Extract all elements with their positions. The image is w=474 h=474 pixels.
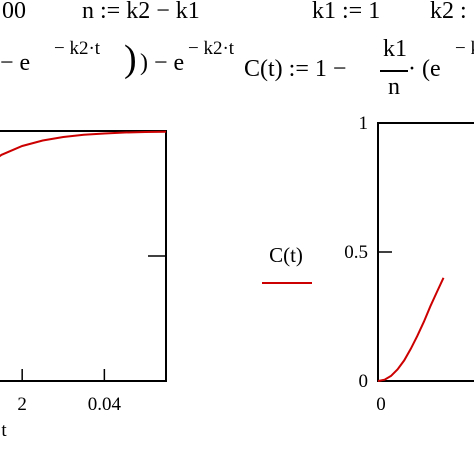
- equation-fraction-denominator: n: [388, 74, 400, 100]
- right-plot: 0 0.5 1 0 C(t): [262, 113, 474, 415]
- equation-fraction-bar: [380, 70, 408, 72]
- right-plot-y-tick-label-1: 1: [359, 113, 369, 134]
- left-plot-x-axis-label: t: [1, 420, 7, 441]
- equation-c-definition: C(t) := 1 −: [244, 56, 347, 82]
- right-plot-series-line: [377, 277, 445, 382]
- left-plot-x-tick-label-1: 2: [17, 394, 27, 415]
- equation-left-term-b: ) − e: [140, 50, 185, 76]
- equation-n-definition: n := k2 − k1: [82, 0, 200, 24]
- right-plot-x-tick-label-0: 0: [376, 394, 386, 415]
- equation-k2-definition: k2 :: [430, 0, 467, 24]
- right-plot-y-tick-label-0: 0: [359, 371, 369, 392]
- right-plot-frame: [377, 122, 474, 382]
- right-plot-y-tick-label-0.5: 0.5: [344, 242, 368, 263]
- equation-left-exponent-2: − k2·t: [188, 38, 235, 59]
- equation-left-exponent: − k2·t: [54, 38, 101, 59]
- equation-right-term-b: · (e: [408, 56, 441, 82]
- equation-k1-definition: k1 := 1: [312, 0, 381, 24]
- equation-right-exponent: − k: [455, 38, 474, 59]
- equation-fraction-numerator: k1: [383, 36, 407, 62]
- equation-left-term-a: − e: [0, 50, 31, 76]
- equation-fragment-00: 00: [2, 0, 26, 24]
- left-plot-frame: [0, 130, 167, 382]
- left-plot: 2 0.04 t: [0, 130, 167, 441]
- equation-left-close-paren: ): [124, 38, 137, 80]
- right-plot-legend-label: C(t): [269, 243, 303, 267]
- left-plot-x-tick-label-2: 0.04: [88, 394, 122, 415]
- left-plot-series-line: [0, 130, 167, 158]
